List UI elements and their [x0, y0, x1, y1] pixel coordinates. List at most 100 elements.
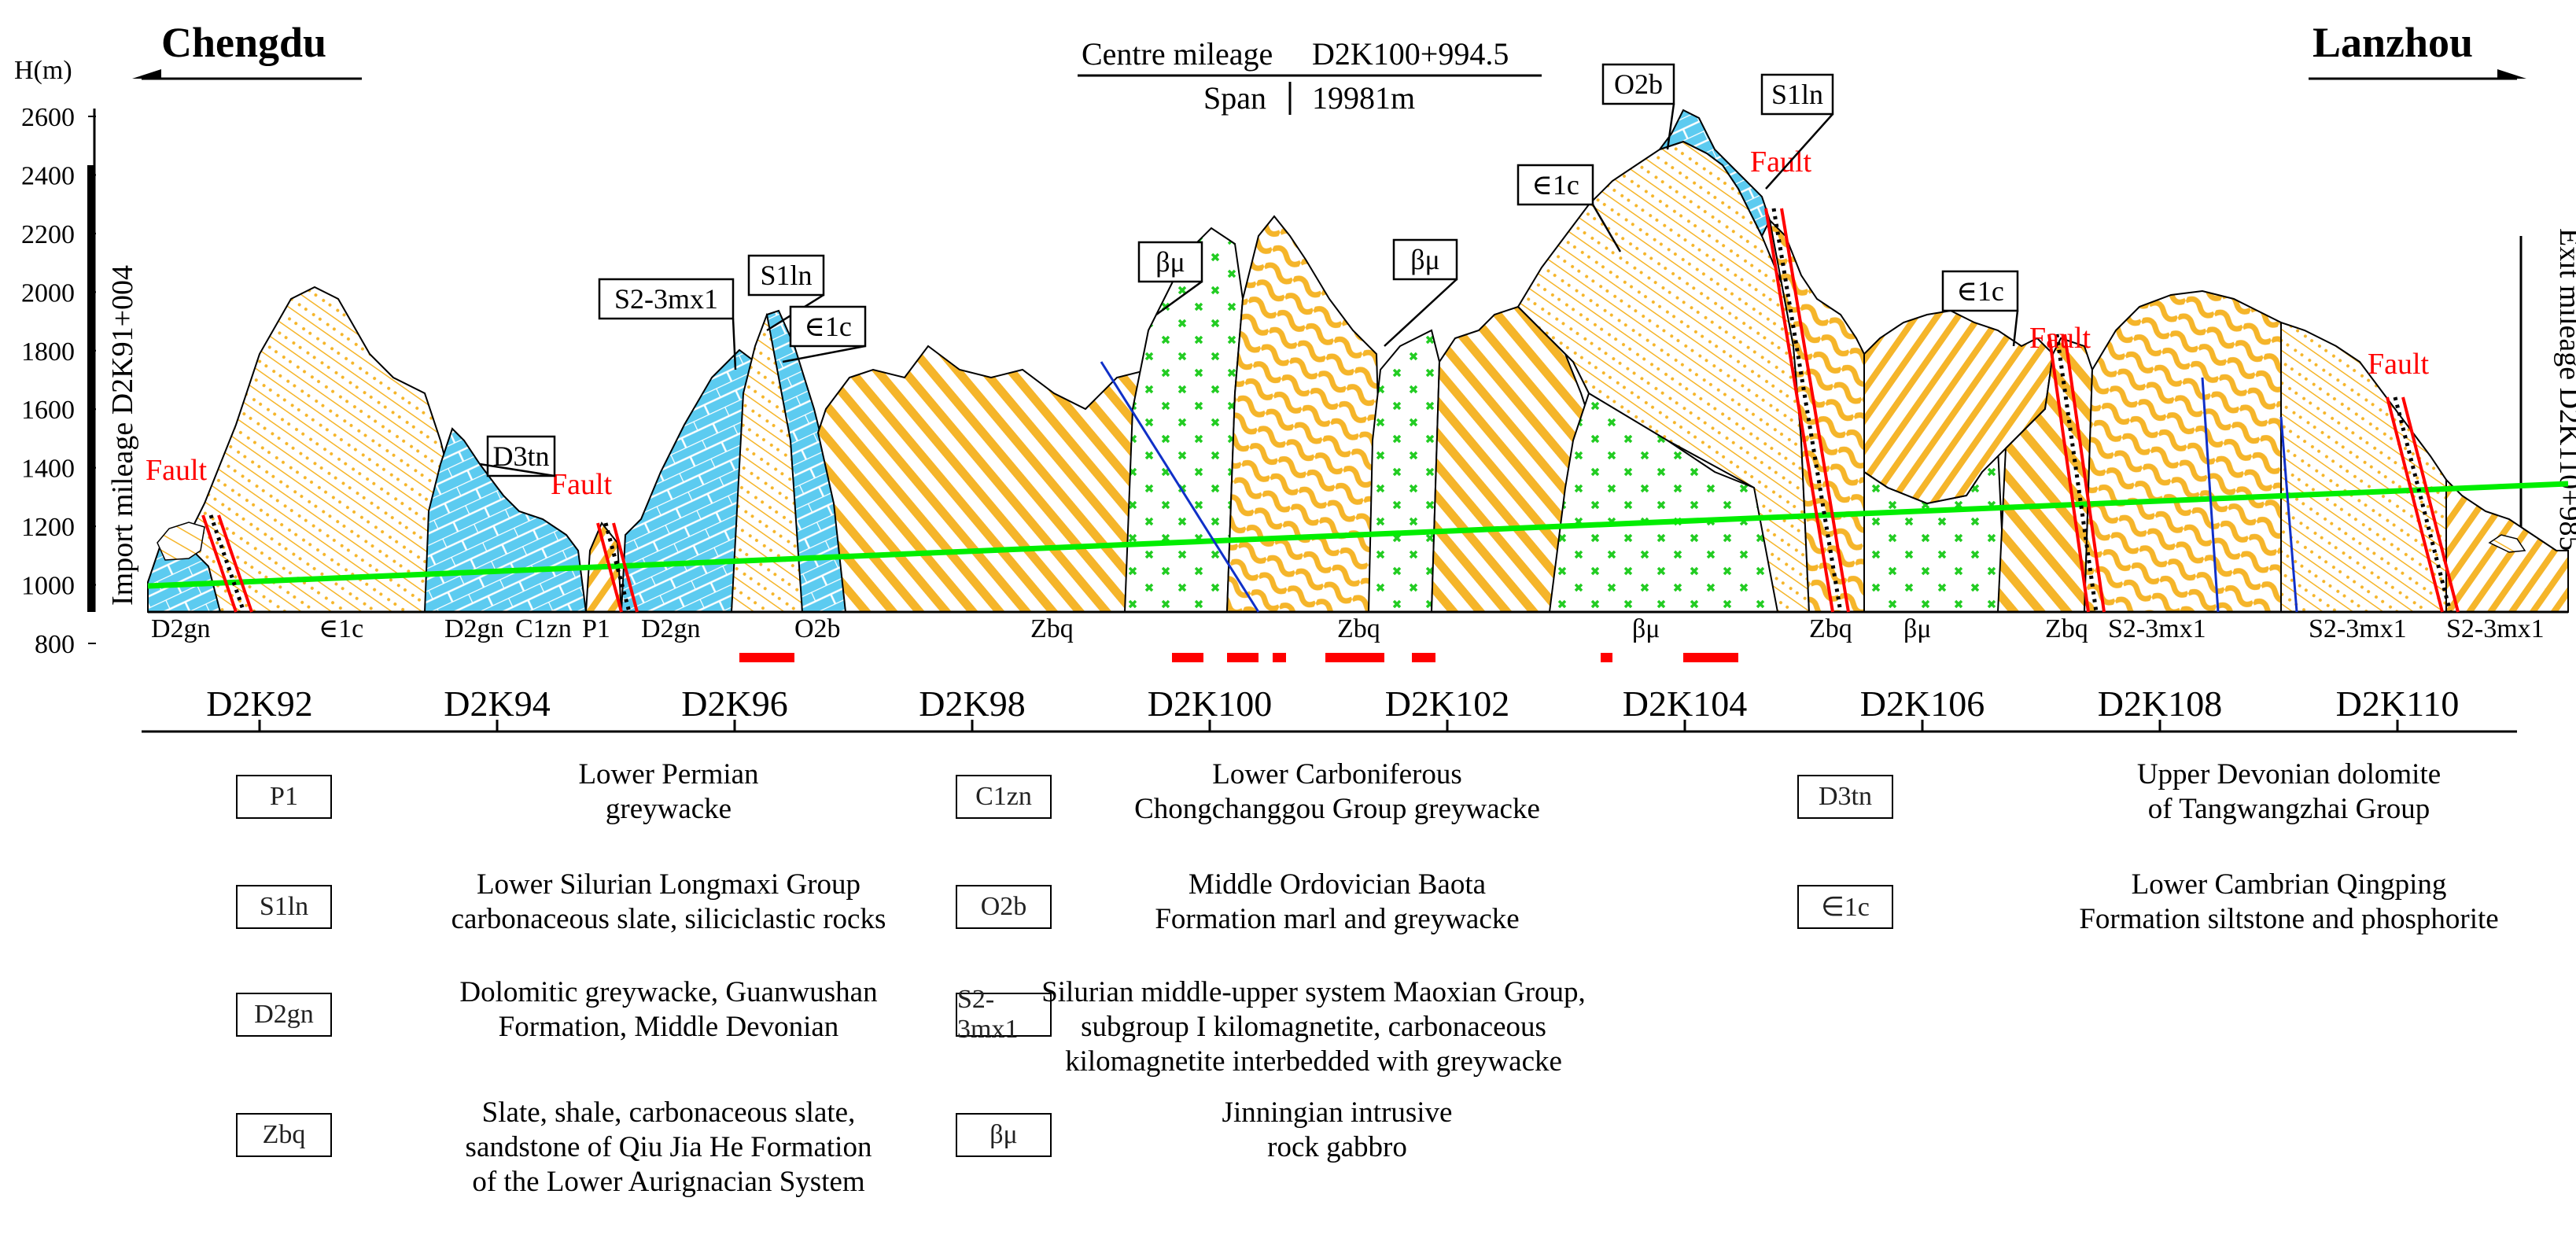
legend-code-box: O2b [956, 885, 1052, 929]
legend-description: Lower Carboniferous Chongchanggou Group g… [1093, 757, 1581, 827]
contact-line [1100, 361, 1260, 613]
axis-tick-label: 2400 [21, 161, 75, 190]
legend-description: Middle Ordovician Baota Formation marl an… [1093, 868, 1581, 937]
exit-mileage-label: Exit mileage D2K110+985 [2553, 228, 2576, 551]
tunnel-segment-bar [1601, 653, 1612, 662]
tunnel-segment-bar [1683, 653, 1738, 662]
left-city-label: Chengdu [161, 19, 326, 66]
legend-description-line: Silurian middle-upper system Maoxian Gro… [1041, 976, 1586, 1008]
bottom-formation-label: S2-3mx1 [2108, 614, 2206, 643]
portal-hatch-right [2488, 534, 2526, 553]
centre-mileage-label: Centre mileage [1082, 36, 1273, 72]
fault-line [201, 514, 238, 613]
axis-tick-label: 2200 [21, 220, 75, 249]
legend-code-box: C1zn [956, 775, 1052, 819]
axis-tick-label: 1200 [21, 513, 75, 542]
bottom-formation-label: Zbq [2045, 614, 2088, 643]
legend-code-box: S2-3mx1 [956, 985, 1052, 1044]
tunnel-segment-bar [1172, 653, 1203, 662]
fault-line [1764, 208, 1834, 613]
legend-description-line: Lower Permian [578, 758, 759, 791]
contact-line [2279, 416, 2298, 613]
bottom-formation-label: S2-3mx1 [2446, 614, 2545, 643]
legend-description-line: greywacke [605, 793, 732, 825]
legend-code-box: S1ln [236, 885, 332, 929]
legend-code-box: Zbq [236, 1113, 332, 1157]
formation-d3tn [423, 427, 588, 613]
bottom-formation-label: D2gn [444, 614, 504, 643]
callout-e1c-left-box [789, 305, 867, 348]
legend-description-line: Lower Carboniferous [1212, 758, 1462, 791]
mileage-label: D2K96 [681, 684, 787, 724]
legend-description: Upper Devonian dolomite of Tangwangzhai G… [2045, 757, 2533, 827]
callout-d3tn-leader [479, 463, 555, 477]
mileage-label: D2K104 [1623, 684, 1747, 724]
formation-zbq-3 [1863, 309, 2055, 505]
bottom-formation-label: S2-3mx1 [2309, 614, 2407, 643]
callout-o2b-label: O2b [1614, 68, 1663, 100]
contact-line [2201, 377, 2220, 613]
bottom-formation-label: βμ [1903, 614, 1932, 643]
bottom-formation-label: Zbq [1337, 614, 1380, 643]
bottom-formation-label: ∈1c [319, 614, 363, 643]
bottom-formation-label: C1zn [515, 614, 572, 643]
callout-e1c-right-label: ∈1c [1956, 275, 2004, 307]
callout-e1c-right-box [1941, 270, 2019, 312]
callout-betamu-1-label: βμ [1155, 246, 1185, 278]
mileage-label: D2K106 [1860, 684, 1985, 724]
geology-section [147, 109, 2569, 614]
callout-s23mx1-box [598, 278, 735, 320]
span-value: 19981m [1312, 80, 1415, 116]
import-mileage-label: Import mileage D2K91+004 [106, 265, 139, 606]
axis-tick-label: 1600 [21, 396, 75, 425]
formation-s23mx1-1 [2083, 289, 2298, 613]
callout-betamu-2-label: βμ [1410, 244, 1440, 275]
fault-label: Fault [2029, 322, 2091, 355]
mileage-label: D2K110 [2336, 684, 2460, 724]
legend-description-line: Jinningian intrusive [1222, 1096, 1453, 1129]
fault-line [2063, 334, 2106, 613]
axis-tick-label: 2000 [21, 278, 75, 308]
legend-description: Lower Permian greywacke [448, 757, 889, 827]
fault-label: Fault [551, 468, 613, 501]
tunnel-segment-bar [1273, 653, 1286, 662]
mileage-label: D2K94 [444, 684, 550, 724]
callout-e1c-left-leader [782, 345, 866, 363]
fault-line [2386, 396, 2444, 613]
callout-d3tn-box [486, 435, 556, 477]
tunnel-segment-bar [739, 653, 794, 662]
callout-s23mx1-label: S2-3mx1 [614, 283, 718, 315]
legend-description-line: Upper Devonian dolomite [2136, 758, 2441, 791]
callout-e1c-right-leader [2012, 310, 2019, 347]
bottom-formation-label: Zbq [1809, 614, 1852, 643]
tunnel-segment-bar [1227, 653, 1259, 662]
fault-line [2401, 396, 2460, 613]
mileage-label: D2K100 [1148, 684, 1272, 724]
callout-s1ln-right-leader [1765, 113, 1833, 190]
fault-line [1780, 208, 1850, 613]
axis-tick-label: 1000 [21, 572, 75, 601]
elevation-axis: H(m) 2600 2400 2200 2000 1800 1600 1400 1200 1000… [14, 56, 2576, 659]
legend-description: Lower Cambrian Qingping Formation siltsto… [2045, 868, 2533, 937]
legend-description: Dolomitic greywacke, Guanwushan Formation… [425, 975, 912, 1045]
formation-zbq-wave-1 [1225, 215, 1386, 613]
centre-mileage-value: D2K100+994.5 [1312, 36, 1509, 72]
axis-tick-label: 1400 [21, 455, 75, 484]
callout-o2b-leader [1666, 103, 1675, 150]
formation-beta-mu-2 [1367, 329, 1441, 613]
left-arrow-icon [132, 69, 161, 79]
span-label: Span [1203, 80, 1266, 116]
fault-line [217, 514, 253, 613]
fault-label: Fault [146, 454, 208, 487]
legend-description: Jinningian intrusive rock gabbro [1093, 1096, 1581, 1165]
callout-betamu-1-box [1137, 241, 1203, 283]
callout-s1ln-left-label: S1ln [760, 260, 812, 291]
legend-code-box: βμ [956, 1113, 1052, 1157]
mileage-label: D2K108 [2098, 684, 2222, 724]
fault-label: Fault [1750, 146, 1812, 179]
tunnel-segment-bar [1325, 653, 1384, 662]
formation-beta-mu-1 [1123, 227, 1244, 613]
mileage-label: D2K92 [206, 684, 312, 724]
legend-description-line: rock gabbro [1267, 1131, 1407, 1163]
